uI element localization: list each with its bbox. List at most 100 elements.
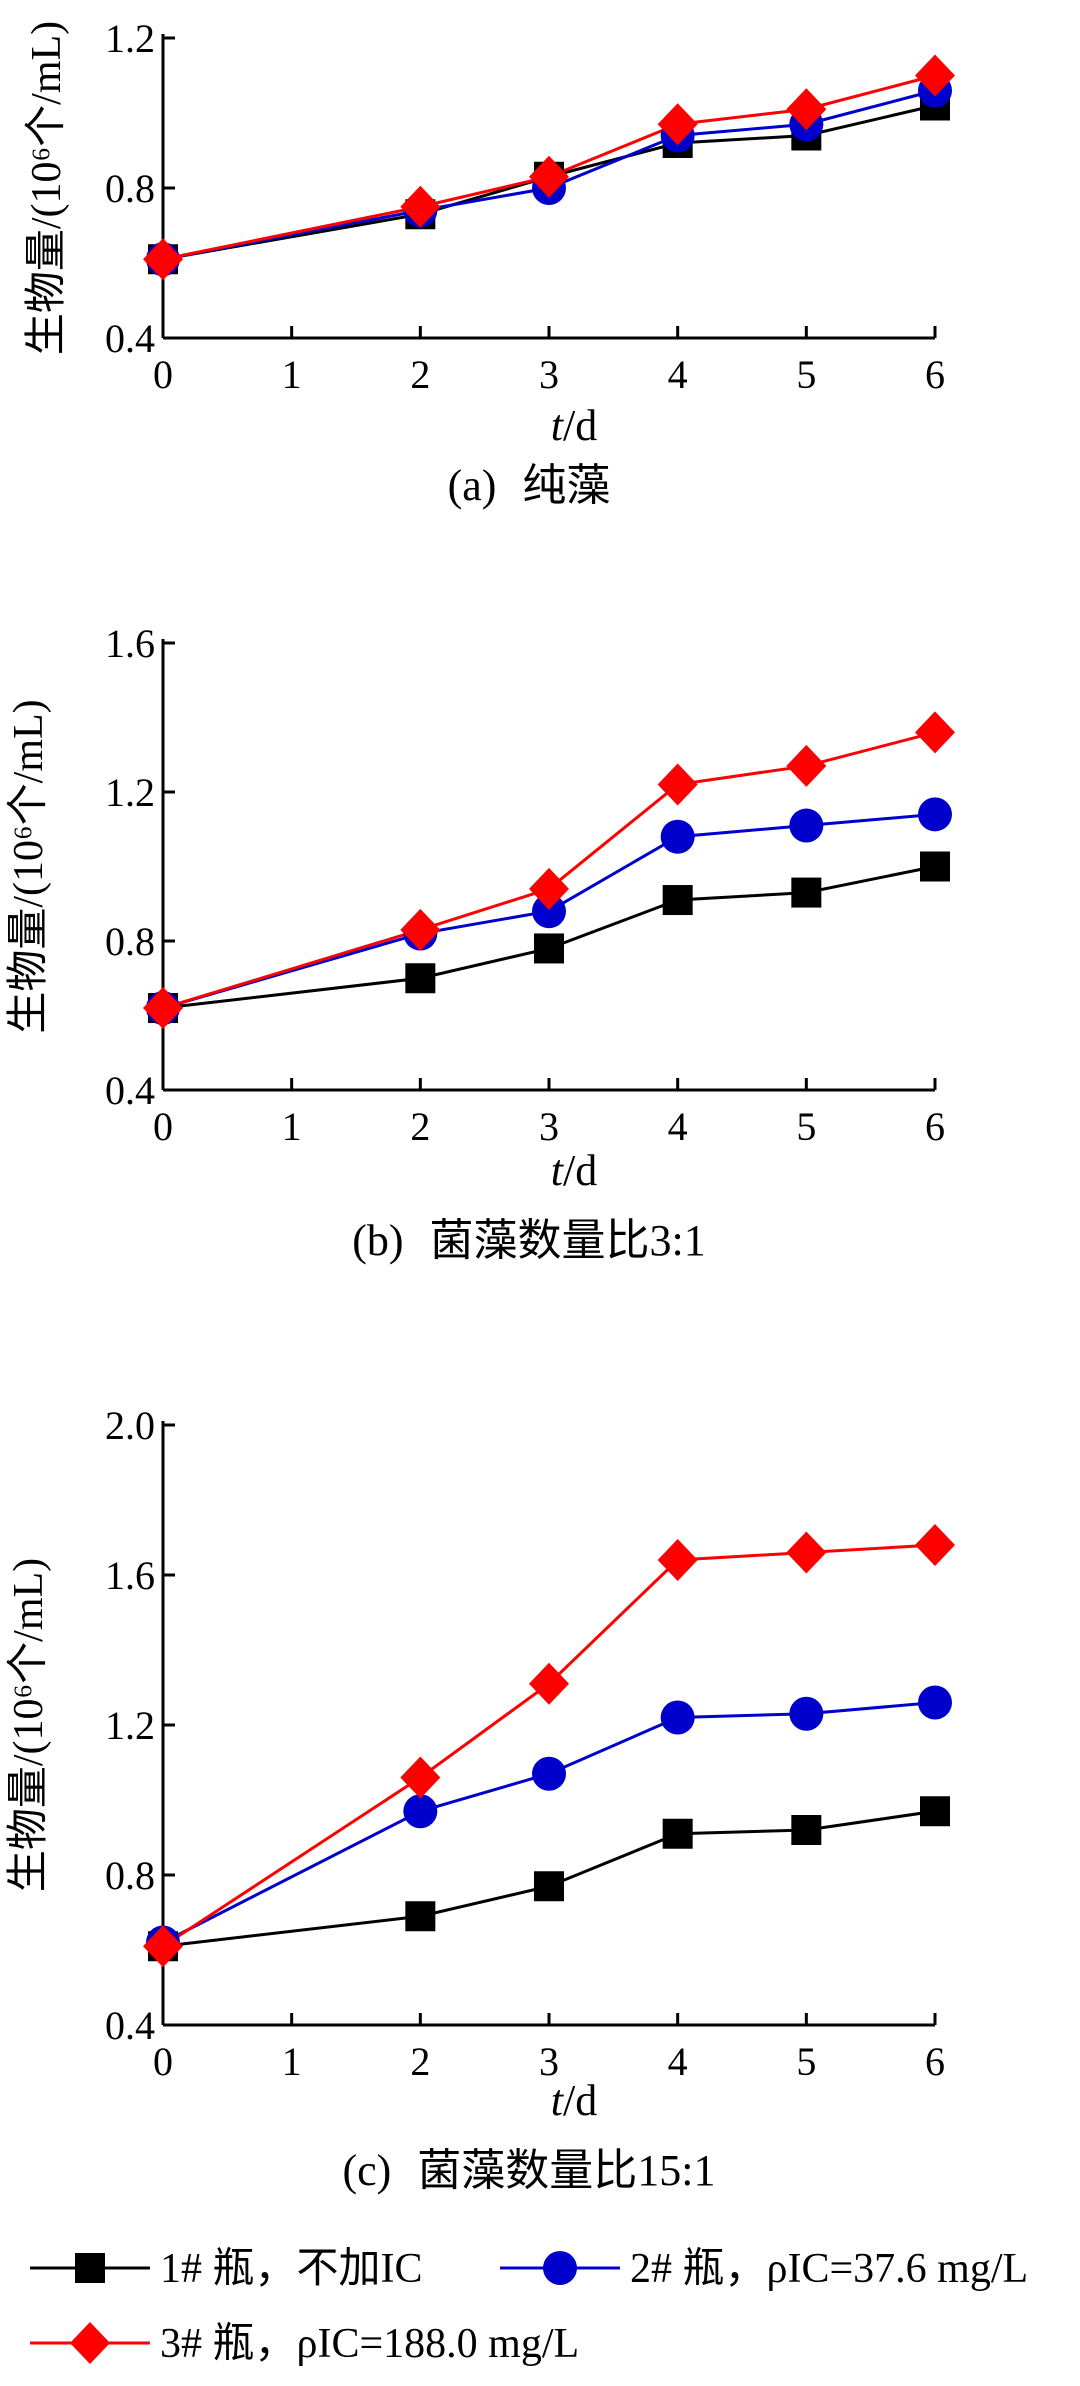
y-axis-label: 生物量/(10⁶个/mL): [6, 1558, 52, 1892]
data-point-s3: [657, 763, 698, 806]
data-point-s1: [791, 877, 822, 908]
data-point-s1: [662, 1818, 693, 1849]
legend-marker-s2: [543, 2251, 577, 2285]
data-point-s3: [786, 744, 827, 787]
data-point-s2: [532, 1756, 566, 1791]
data-point-s1: [534, 1871, 564, 1902]
series-line-s3: [162, 74, 936, 261]
data-point-s1: [791, 1815, 822, 1845]
data-point-s2: [789, 808, 824, 843]
y-tick-label: 1.6: [105, 1553, 155, 1598]
x-tick-label: 0: [153, 1104, 173, 1149]
x-tick-label: 1: [282, 2039, 302, 2084]
x-axis-label: t/d: [551, 401, 597, 450]
x-tick-label: 6: [925, 1104, 945, 1149]
x-tick-label: 3: [539, 2039, 559, 2084]
legend: 1# 瓶，不加IC 2# 瓶，ρIC=37.6 mg/L 3# 瓶，ρIC=188.…: [30, 2246, 1028, 2367]
data-point-s1: [405, 1901, 436, 1932]
legend-item-s3: 3# 瓶，ρIC=188.0 mg/L: [30, 2321, 579, 2367]
chart-panel-c: 0 1 2 3 4 5 6 0.4 0.8 1.2 1.6 2.0 生物量/(10⁶个/mL) t/d (c…: [6, 1403, 955, 2195]
data-point-s3: [400, 908, 441, 951]
data-point-s3: [143, 238, 183, 281]
data-point-s2: [532, 894, 566, 929]
legend-label: 2# 瓶，ρIC=37.6 mg/L: [630, 2246, 1028, 2292]
data-point-s2: [660, 819, 695, 854]
x-tick-label: 4: [668, 352, 688, 397]
panel-caption: (c) 菌藻数量比15:1: [342, 2146, 715, 2195]
x-tick-label: 2: [410, 1104, 430, 1149]
data-point-s1: [920, 851, 950, 882]
x-tick-label: 6: [925, 352, 945, 397]
chart-panel-a: 0 1 2 3 4 5 6 0.4 0.8 1.2 生物量/(10⁶个/mL) t/d (a) 纯藻: [24, 16, 955, 510]
data-point-s3: [529, 155, 569, 198]
data-point-s3: [915, 54, 955, 97]
data-point-s3: [143, 987, 183, 1030]
data-point-s2: [918, 1685, 952, 1720]
series-line-s1: [162, 1809, 936, 1948]
data-point-s1: [534, 933, 564, 964]
legend-marker-s1: [75, 2253, 105, 2283]
data-point-s1: [920, 1796, 950, 1827]
x-tick-label: 4: [668, 1104, 688, 1149]
panel-caption: (a) 纯藻: [448, 461, 611, 510]
y-axis-label: 生物量/(10⁶个/mL): [6, 699, 52, 1033]
y-tick-label: 1.2: [105, 1703, 155, 1748]
legend-label: 1# 瓶，不加IC: [160, 2246, 423, 2292]
legend-label: 3# 瓶，ρIC=188.0 mg/L: [160, 2321, 579, 2367]
series-line-s2: [162, 89, 936, 261]
x-tick-label: 5: [796, 1104, 816, 1149]
data-point-s3: [529, 1662, 569, 1705]
series-line-s2: [162, 812, 936, 1010]
y-tick-label: 0.8: [105, 166, 155, 211]
x-tick-label: 3: [539, 1104, 559, 1149]
x-tick-label: 2: [410, 2039, 430, 2084]
series-line-s1: [162, 104, 936, 261]
x-tick-label: 4: [668, 2039, 688, 2084]
data-point-s3: [786, 88, 827, 131]
x-tick-label: 0: [153, 2039, 173, 2084]
data-point-s3: [915, 711, 955, 754]
y-tick-label: 0.4: [105, 316, 155, 361]
y-tick-label: 0.4: [105, 2003, 155, 2048]
legend-marker-s3: [70, 2322, 110, 2364]
x-axis-label: t/d: [551, 2076, 597, 2125]
data-point-s3: [657, 103, 698, 146]
x-tick-label: 6: [925, 2039, 945, 2084]
series-line-s3: [162, 1543, 936, 1948]
data-point-s3: [400, 185, 441, 228]
chart-panel-b: 0 1 2 3 4 5 6 0.4 0.8 1.2 1.6 生物量/(10⁶个/mL) t/d (b) 菌藻…: [6, 621, 955, 1265]
data-point-s1: [405, 963, 436, 994]
y-tick-label: 2.0: [105, 1403, 155, 1448]
data-point-s2: [403, 1794, 438, 1829]
data-point-s3: [529, 867, 569, 910]
x-tick-label: 5: [796, 352, 816, 397]
data-point-s3: [143, 1925, 183, 1968]
y-tick-label: 0.8: [105, 919, 155, 964]
data-point-s2: [660, 1700, 695, 1735]
data-point-s3: [657, 1539, 698, 1581]
x-tick-label: 1: [282, 352, 302, 397]
data-point-s3: [786, 1531, 827, 1574]
data-point-s1: [662, 885, 693, 916]
y-tick-label: 0.8: [105, 1853, 155, 1898]
legend-item-s1: 1# 瓶，不加IC: [30, 2246, 423, 2292]
data-point-s3: [915, 1524, 955, 1566]
data-point-s2: [789, 1696, 824, 1731]
series-line-s3: [162, 730, 936, 1010]
y-tick-label: 1.6: [105, 621, 155, 666]
y-tick-label: 0.4: [105, 1068, 155, 1113]
x-tick-label: 2: [410, 352, 430, 397]
x-tick-label: 0: [153, 352, 173, 397]
series-line-s2: [162, 1701, 936, 1944]
y-axis-label: 生物量/(10⁶个/mL): [24, 21, 70, 355]
x-tick-label: 5: [796, 2039, 816, 2084]
legend-item-s2: 2# 瓶，ρIC=37.6 mg/L: [500, 2246, 1028, 2292]
y-tick-label: 1.2: [105, 770, 155, 815]
series-line-s1: [162, 865, 936, 1010]
x-tick-label: 3: [539, 352, 559, 397]
x-tick-label: 1: [282, 1104, 302, 1149]
panel-caption: (b) 菌藻数量比3:1: [352, 1216, 706, 1265]
y-tick-label: 1.2: [105, 16, 155, 61]
data-point-s2: [918, 797, 952, 832]
